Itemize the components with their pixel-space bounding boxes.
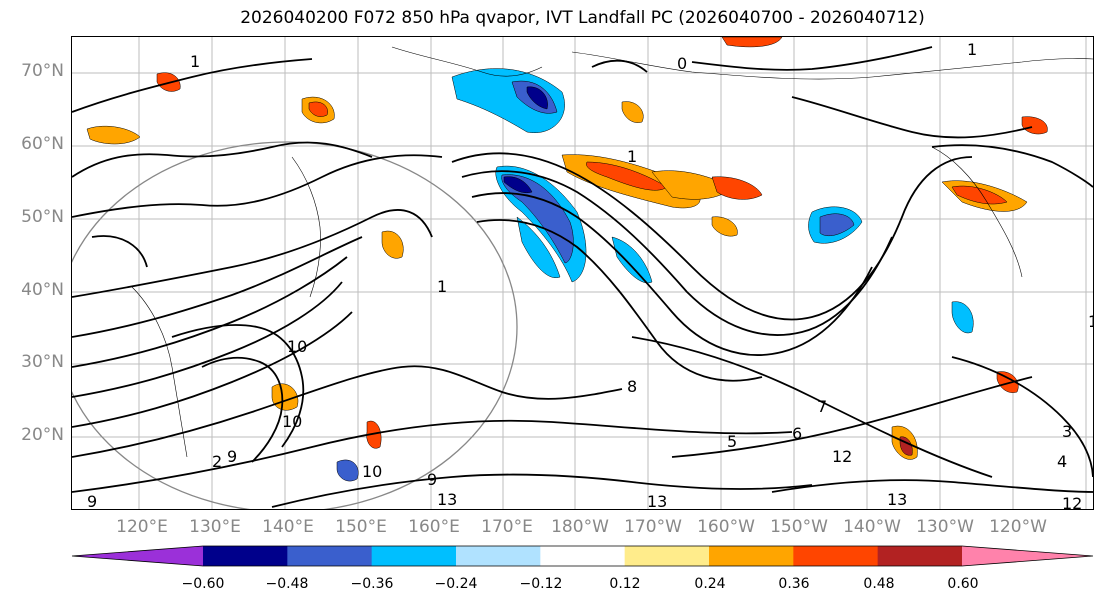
gridlines bbox=[72, 37, 1093, 509]
lat-label: 50°N bbox=[21, 207, 64, 227]
lat-label: 40°N bbox=[21, 280, 64, 300]
lat-label: 30°N bbox=[21, 352, 64, 372]
lon-label: 150°E bbox=[335, 517, 387, 537]
colorbar-tick-label: 0.48 bbox=[863, 576, 895, 592]
contour-label: 5 bbox=[727, 432, 737, 451]
contour-label: 4 bbox=[1057, 452, 1067, 471]
lon-label: 160°W bbox=[697, 517, 755, 537]
contour-label: 3 bbox=[1062, 422, 1072, 441]
colorbar-extend-low bbox=[72, 546, 203, 566]
coastlines bbox=[131, 46, 1093, 458]
colorbar-bin bbox=[371, 546, 457, 566]
colorbar-bin bbox=[287, 546, 373, 566]
contour-label: 9 bbox=[427, 470, 437, 489]
contour-label: 7 bbox=[817, 397, 827, 416]
colorbar-bin bbox=[877, 546, 963, 566]
colorbar-tick-label: 0.60 bbox=[947, 576, 979, 592]
lon-label: 120°W bbox=[989, 517, 1047, 537]
map-title: 2026040200 F072 850 hPa qvapor, IVT Land… bbox=[240, 8, 925, 28]
contour-label: 1 bbox=[627, 147, 637, 166]
contour-label: 9 bbox=[87, 492, 97, 509]
contour-label: 12 bbox=[832, 447, 852, 466]
lon-label: 170°W bbox=[624, 517, 682, 537]
contour-label: 10 bbox=[282, 412, 302, 431]
colorbar-bin bbox=[624, 546, 710, 566]
lon-label: 130°E bbox=[189, 517, 241, 537]
lat-label: 70°N bbox=[21, 61, 64, 81]
contour-label: 13 bbox=[887, 490, 907, 509]
contour-label: 10 bbox=[362, 462, 382, 481]
colorbar bbox=[71, 545, 1095, 571]
lon-label: 180°W bbox=[551, 517, 609, 537]
contour-label: 2 bbox=[212, 452, 222, 471]
colorbar-bin bbox=[709, 546, 794, 566]
contour-label: 1 bbox=[437, 277, 447, 296]
colorbar-tick-label: −0.60 bbox=[181, 576, 225, 592]
lon-label: 140°E bbox=[262, 517, 314, 537]
colorbar-tick-label: 0.24 bbox=[694, 576, 726, 592]
contour-label: 0 bbox=[677, 54, 687, 73]
colorbar-bin bbox=[203, 546, 288, 566]
lon-label: 140°W bbox=[843, 517, 901, 537]
contour-label: 1 bbox=[190, 52, 200, 71]
colorbar-extend-high bbox=[962, 546, 1093, 566]
colorbar-tick-label: 0.36 bbox=[778, 576, 810, 592]
map-panel: 0 1 1 1 1 1 10 10 10 9 9 9 13 13 13 12 1… bbox=[71, 36, 1094, 510]
contour-labels: 0 1 1 1 1 1 10 10 10 9 9 9 13 13 13 12 1… bbox=[87, 40, 1093, 509]
colorbar-tick-label: −0.12 bbox=[519, 576, 563, 592]
contour-lines bbox=[72, 46, 1093, 508]
contour-label: 6 bbox=[792, 424, 802, 443]
contour-label: 9 bbox=[227, 447, 237, 466]
qvapor-anomaly-fills bbox=[86, 37, 1048, 482]
contour-label: 1 bbox=[1088, 312, 1093, 331]
colorbar-outline bbox=[71, 545, 1094, 567]
lon-label: 160°E bbox=[408, 517, 460, 537]
landfall-circle-outline bbox=[72, 141, 518, 509]
contour-label: 1 bbox=[967, 40, 977, 59]
lon-label: 170°E bbox=[481, 517, 533, 537]
colorbar-bin bbox=[793, 546, 879, 566]
contour-label: 10 bbox=[287, 337, 307, 356]
colorbar-bin bbox=[540, 546, 626, 566]
lat-label: 20°N bbox=[21, 425, 64, 445]
contour-label: 12 bbox=[1062, 494, 1082, 509]
lon-label: 120°E bbox=[116, 517, 168, 537]
lon-label: 130°W bbox=[916, 517, 974, 537]
colorbar-bin bbox=[456, 546, 541, 566]
colorbar-tick-label: −0.36 bbox=[350, 576, 394, 592]
contour-label: 13 bbox=[647, 492, 667, 509]
colorbar-tick-label: −0.48 bbox=[265, 576, 309, 592]
contour-label: 8 bbox=[627, 377, 637, 396]
contour-label: 13 bbox=[437, 490, 457, 509]
lon-label: 150°W bbox=[770, 517, 828, 537]
lat-label: 60°N bbox=[21, 134, 64, 154]
colorbar-tick-label: 0.12 bbox=[609, 576, 641, 592]
colorbar-tick-label: −0.24 bbox=[434, 576, 478, 592]
